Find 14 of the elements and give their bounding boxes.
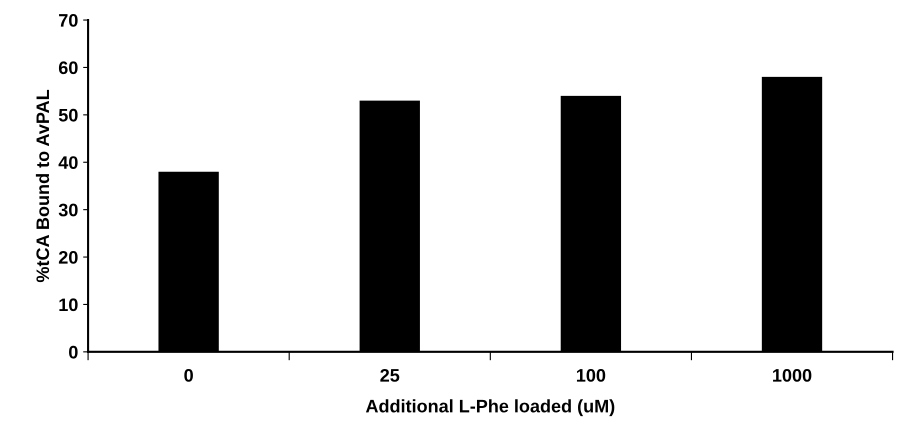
y-tick-label: 30 — [58, 204, 78, 216]
y-tick-label: 50 — [58, 108, 78, 122]
y-tick-label: 0 — [69, 346, 78, 359]
y-tick-label: 70 — [59, 14, 78, 27]
y-tick-label: 10 — [59, 298, 78, 312]
y-tick-label: 20 — [58, 250, 78, 264]
y-tick-label: 60 — [58, 61, 78, 74]
x-tick-label: 100 — [576, 368, 606, 382]
x-tick-label: 1000 — [773, 368, 812, 382]
y-tick-label: 40 — [58, 156, 78, 169]
x-axis-title: Additional L-Phe loaded (uM) — [366, 399, 614, 416]
y-axis-title: %tCA Bound to AvPAL — [36, 90, 50, 282]
x-tick-label: 0 — [184, 368, 193, 382]
x-tick-label: 25 — [380, 368, 400, 382]
